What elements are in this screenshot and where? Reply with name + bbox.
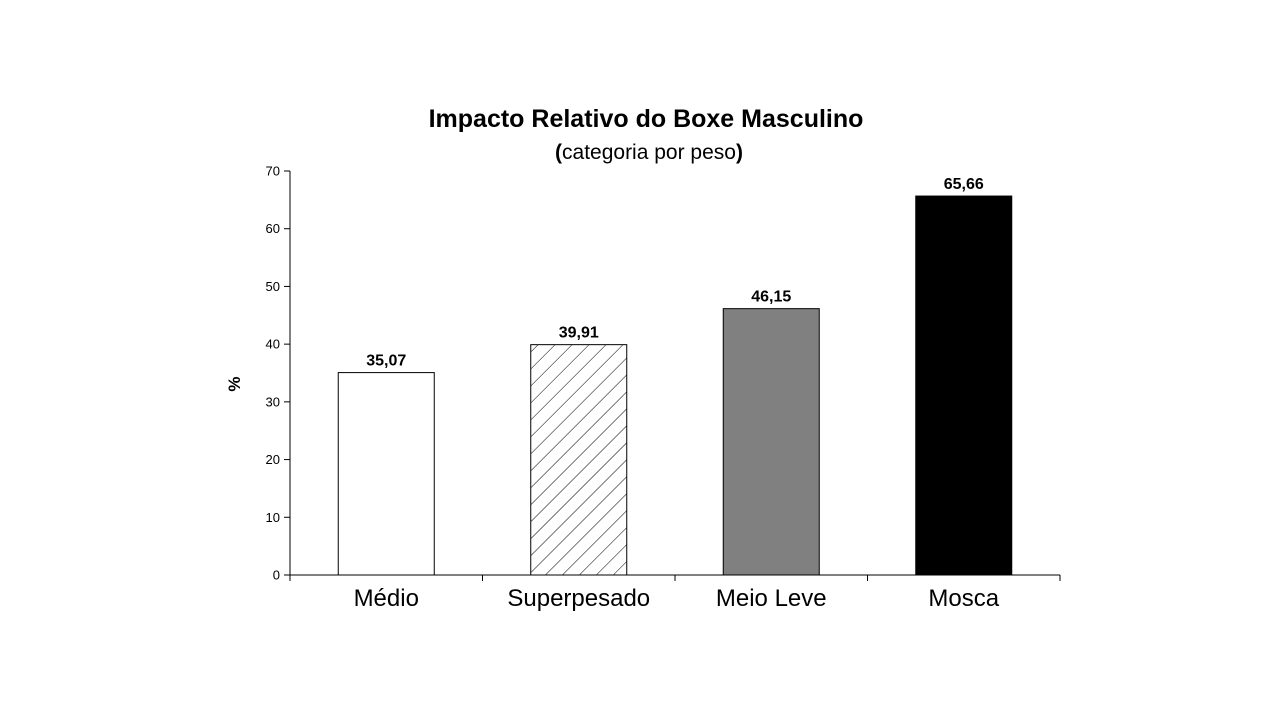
y-tick-label: 50 bbox=[266, 279, 280, 294]
subtitle-open-paren: ( bbox=[555, 141, 563, 164]
y-tick-label: 10 bbox=[266, 510, 280, 525]
x-category-label: Médio bbox=[354, 585, 419, 612]
bar bbox=[337, 372, 435, 576]
y-tick-label: 20 bbox=[266, 452, 280, 467]
bar bbox=[915, 195, 1013, 576]
bar-value-label: 46,15 bbox=[751, 289, 791, 306]
bars bbox=[337, 195, 1013, 576]
subtitle-close-paren: ) bbox=[735, 141, 743, 164]
bar-value-label: 35,07 bbox=[366, 353, 406, 370]
y-axis: 0 10 20 30 40 50 60 70 bbox=[266, 164, 291, 583]
x-category-label: Meio Leve bbox=[716, 585, 827, 612]
y-tick-label: 0 bbox=[273, 568, 280, 583]
y-tick-label: 30 bbox=[266, 394, 280, 409]
x-category-label: Superpesado bbox=[507, 585, 650, 612]
y-tick-label: 60 bbox=[266, 221, 280, 236]
chart-subtitle: (categoria por peso) bbox=[0, 141, 1280, 165]
bar-value-label: 65,66 bbox=[944, 176, 984, 193]
bar bbox=[530, 344, 628, 576]
y-tick-label: 70 bbox=[266, 164, 280, 179]
x-axis: Médio Superpesado Meio Leve Mosca bbox=[289, 574, 1061, 612]
bar bbox=[722, 308, 820, 576]
chart-title: Impacto Relativo do Boxe Masculino bbox=[428, 105, 864, 133]
x-category-label: Mosca bbox=[928, 585, 999, 612]
y-axis-label: % bbox=[225, 376, 244, 391]
y-tick-label: 40 bbox=[266, 337, 280, 352]
value-labels: 35,07 39,91 46,15 65,66 bbox=[366, 176, 984, 370]
subtitle-text: categoria por peso bbox=[562, 141, 736, 164]
bar-value-label: 39,91 bbox=[559, 325, 599, 342]
